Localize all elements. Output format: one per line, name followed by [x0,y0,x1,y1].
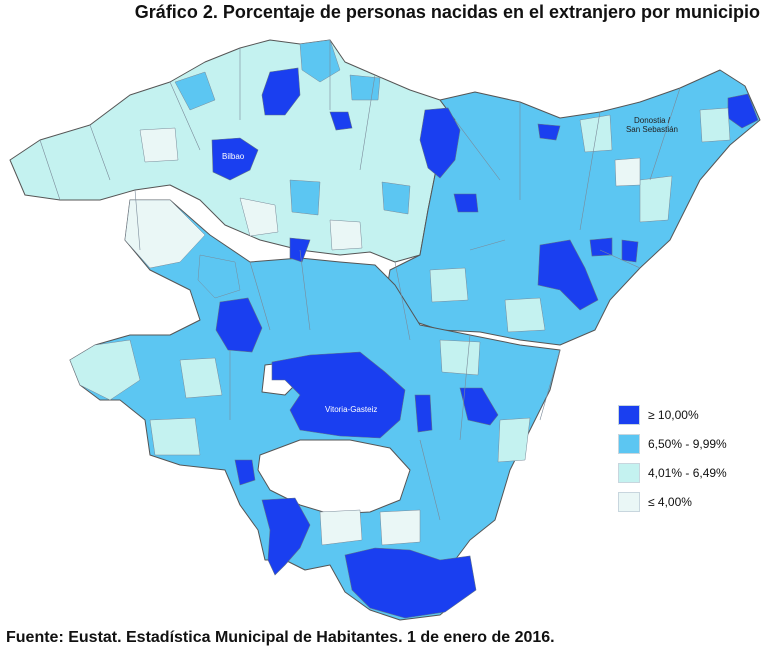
muni-biz-mid-5[interactable] [289,179,321,216]
muni-ara-light-6[interactable] [497,417,531,463]
muni-biz-mid-3[interactable] [349,74,381,101]
muni-gip-light-4[interactable] [614,157,641,187]
muni-llodio[interactable] [215,297,263,353]
map-legend: ≥ 10,00% 6,50% - 9,99% 4,01% - 6,49% ≤ 4… [618,400,727,516]
legend-label: ≤ 4,00% [648,494,692,509]
legend-swatch [618,404,640,425]
muni-biz-mid-6[interactable] [381,181,411,215]
muni-araba-4[interactable] [261,497,311,576]
label-bilbao: Bilbao [222,152,245,161]
muni-gip-2[interactable] [453,193,479,213]
muni-ara-light-2[interactable] [439,339,481,376]
legend-label: 4,01% - 6,49% [648,465,727,480]
muni-gip-light-3[interactable] [504,297,546,333]
muni-north-1[interactable] [261,67,301,116]
enclave-trevino [257,439,411,515]
muni-ara-light-5[interactable] [379,509,421,546]
muni-biz-mid-2[interactable] [197,254,241,299]
legend-item-high: ≥ 10,00% [618,400,727,429]
muni-lekeitio-area[interactable] [419,107,461,179]
legend-swatch [618,491,640,512]
muni-biz-low-2[interactable] [239,197,279,237]
muni-ara-light-4[interactable] [319,509,363,546]
legend-item-mid-high: 6,50% - 9,99% [618,429,727,458]
muni-north-2[interactable] [329,111,353,131]
region-gipuzkoa[interactable] [384,69,761,346]
label-vitoria: Vitoria-Gasteiz [325,405,377,414]
muni-biz-low-1[interactable] [124,199,206,269]
legend-item-low: ≤ 4,00% [618,487,727,516]
map-title: Gráfico 2. Porcentaje de personas nacida… [134,2,760,22]
muni-gip-light-6[interactable] [429,267,469,303]
legend-label: 6,50% - 9,99% [648,436,727,451]
muni-ara-light-7[interactable] [69,339,141,401]
muni-gip-1[interactable] [537,123,561,141]
muni-araba-1[interactable] [459,387,499,426]
muni-biz-low-4[interactable] [139,127,179,163]
muni-gip-light-1[interactable] [579,114,613,153]
muni-vitoria[interactable] [271,351,406,439]
muni-gip-light-5[interactable] [699,107,731,143]
legend-item-mid-low: 4,01% - 6,49% [618,458,727,487]
muni-ara-light-3[interactable] [149,417,201,456]
muni-gip-light-2[interactable] [639,175,673,223]
muni-araba-3[interactable] [234,459,256,486]
label-donostia-line1: Donostia / [634,116,671,125]
muni-biz-mid-4[interactable] [174,71,216,111]
muni-gip-4[interactable] [589,237,613,257]
source-note: Fuente: Eustat. Estadística Municipal de… [6,629,555,646]
muni-gip-5[interactable] [621,239,639,263]
muni-bilbao[interactable] [211,137,259,181]
muni-rioja-alavesa[interactable] [344,547,477,619]
label-donostia-line2: San Sebastián [626,125,678,134]
muni-biz-low-3[interactable] [329,219,363,251]
legend-swatch [618,462,640,483]
legend-label: ≥ 10,00% [648,407,699,422]
muni-araba-2[interactable] [414,394,433,433]
muni-gip-3[interactable] [537,239,599,311]
muni-ara-light-1[interactable] [179,357,223,399]
legend-swatch [618,433,640,454]
